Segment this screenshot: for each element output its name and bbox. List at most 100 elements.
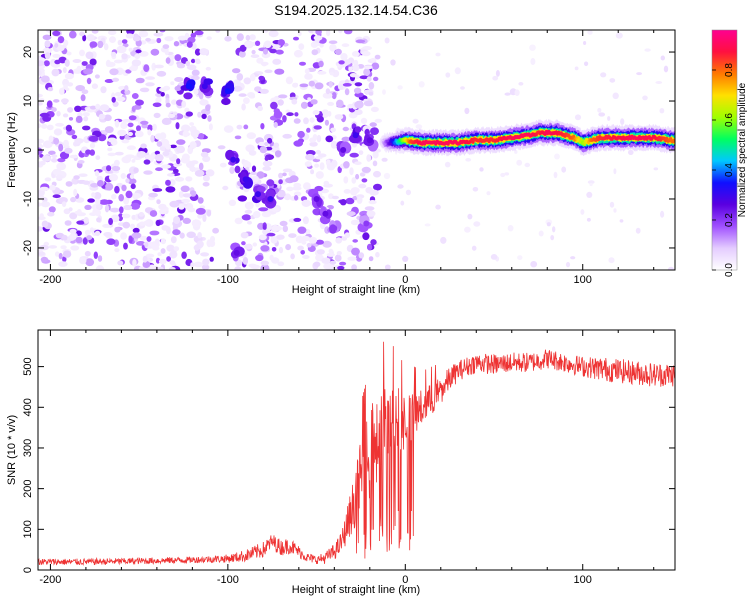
spectrogram-noise-cell (139, 51, 149, 57)
spectrogram-noise-cell (130, 183, 136, 190)
spectrogram-noise-cell (322, 109, 329, 115)
spectrogram-noise-cell (174, 176, 185, 182)
spectrogram-noise-cell (63, 39, 69, 47)
spectrogram-noise-cell (546, 222, 551, 227)
spectrogram-noise-cell (336, 99, 344, 108)
spectrogram-noise-cell (367, 243, 373, 251)
spectrogram-noise-cell (86, 34, 95, 42)
spectrogram-noise-cell (315, 149, 321, 155)
spectrogram-noise-cell (189, 122, 195, 126)
spectrogram-noise-cell (157, 252, 162, 257)
spectrogram-noise-cell (54, 59, 61, 65)
spectrogram-noise-cell (370, 127, 379, 135)
spectrogram-noise-cell (173, 41, 180, 47)
spectrogram-noise-cell (133, 167, 139, 174)
spectrogram-noise-cell (292, 82, 299, 88)
spectrogram-feature-core (331, 225, 338, 232)
spectrogram-noise-cell (328, 248, 334, 254)
spectrogram-noise-cell (613, 208, 617, 213)
spectrogram-noise-cell (179, 232, 185, 239)
spectrogram-noise-cell (39, 213, 44, 218)
spectrogram-noise-cell (38, 138, 44, 144)
spectrogram-noise-cell (95, 155, 101, 160)
spectrogram-noise-cell (68, 117, 74, 121)
spectrogram-noise-cell (81, 89, 89, 94)
spectrogram-noise-cell (235, 259, 243, 267)
spectrogram-noise-cell (266, 179, 275, 187)
spectrogram-noise-cell (285, 76, 293, 85)
spectrogram-noise-cell (366, 154, 372, 162)
spectrogram-noise-cell (87, 198, 95, 203)
spectrogram-noise-cell (264, 69, 273, 74)
spectrogram-noise-cell (368, 91, 374, 96)
spectrogram-noise-cell (190, 75, 200, 81)
spectrogram-noise-cell (144, 242, 149, 248)
spectrogram-noise-cell (351, 51, 360, 57)
spectrogram-noise-cell (146, 236, 152, 242)
spectrogram-noise-cell (128, 47, 133, 52)
spectrogram-noise-cell (69, 228, 77, 234)
spectrogram-noise-cell (108, 173, 119, 182)
spectrogram-noise-cell (106, 165, 112, 172)
spectrogram-noise-cell (440, 236, 447, 244)
spectrogram-noise-cell (156, 70, 167, 77)
spectrogram-noise-cell (104, 79, 114, 83)
spectrogram-noise-cell (125, 33, 134, 39)
spectrogram-noise-cell (586, 191, 593, 198)
spectrogram-noise-cell (343, 59, 352, 65)
spectrogram-noise-cell (173, 216, 181, 224)
spectrogram-noise-cell (341, 236, 347, 241)
spectrogram-noise-cell (114, 227, 121, 233)
spectrogram-noise-cell (358, 252, 365, 259)
spectrogram-noise-cell (349, 73, 358, 78)
spectrogram-noise-cell (197, 213, 203, 219)
spectrogram-noise-cell (247, 92, 255, 98)
spectrogram-noise-cell (111, 77, 120, 82)
spectrogram-noise-cell (113, 59, 123, 64)
spectrogram-y-label: Frequency (Hz) (6, 112, 18, 188)
spectrogram-y-tick: -10 (22, 191, 34, 207)
spectrogram-noise-cell (201, 264, 210, 270)
snr-panel: -200 -100 0 100 0 100 200 300 400 500 Height of … (6, 329, 676, 596)
spectrogram-noise-cell (364, 206, 375, 211)
spectrogram-noise-cell (331, 92, 337, 100)
spectrogram-noise-cell (236, 33, 244, 41)
spectrogram-noise-cell (88, 135, 99, 142)
spectrogram-noise-cell (117, 260, 124, 266)
spectrogram-noise-cell (553, 171, 558, 179)
spectrogram-noise-cell (58, 252, 63, 260)
spectrogram-noise-cell (156, 37, 162, 44)
spectrogram-noise-cell (172, 168, 179, 174)
spectrogram-noise-cell (325, 88, 331, 95)
spectrogram-noise-cell (164, 36, 174, 42)
spectrogram-noise-cell (45, 30, 54, 33)
spectrogram-noise-cell (186, 41, 193, 48)
spectrogram-noise-cell (94, 230, 101, 237)
spectrogram-noise-cell (277, 39, 285, 46)
spectrogram-noise-cell (273, 121, 278, 128)
spectrogram-noise-cell (78, 173, 88, 177)
spectrogram-noise-cell (84, 250, 91, 257)
spectrogram-noise-cell (586, 217, 591, 222)
spectrogram-noise-cell (139, 235, 148, 241)
spectrogram-noise-cell (234, 165, 241, 174)
spectrogram-noise-cell (236, 124, 243, 130)
spectrogram-noise-cell (147, 129, 152, 136)
spectrogram-noise-cell (366, 210, 376, 217)
spectrogram-noise-cell (97, 40, 104, 49)
spectrogram-noise-cell (153, 112, 161, 119)
spectrogram-noise-cell (121, 184, 127, 192)
spectrogram-noise-cell (345, 197, 355, 205)
spectrogram-noise-cell (293, 49, 303, 58)
spectrogram-noise-cell (111, 193, 117, 200)
spectrogram-noise-cell (517, 255, 523, 260)
spectrogram-noise-cell (41, 220, 49, 228)
spectrogram-noise-cell (58, 261, 68, 267)
spectrogram-noise-cell (263, 48, 268, 55)
spectrogram-noise-cell (597, 107, 602, 113)
spectrogram-noise-cell (210, 235, 215, 243)
spectrogram-noise-cell (43, 140, 53, 149)
spectrogram-noise-cell (262, 166, 272, 171)
spectrogram-noise-cell (249, 73, 256, 82)
spectrogram-noise-cell (472, 187, 479, 192)
